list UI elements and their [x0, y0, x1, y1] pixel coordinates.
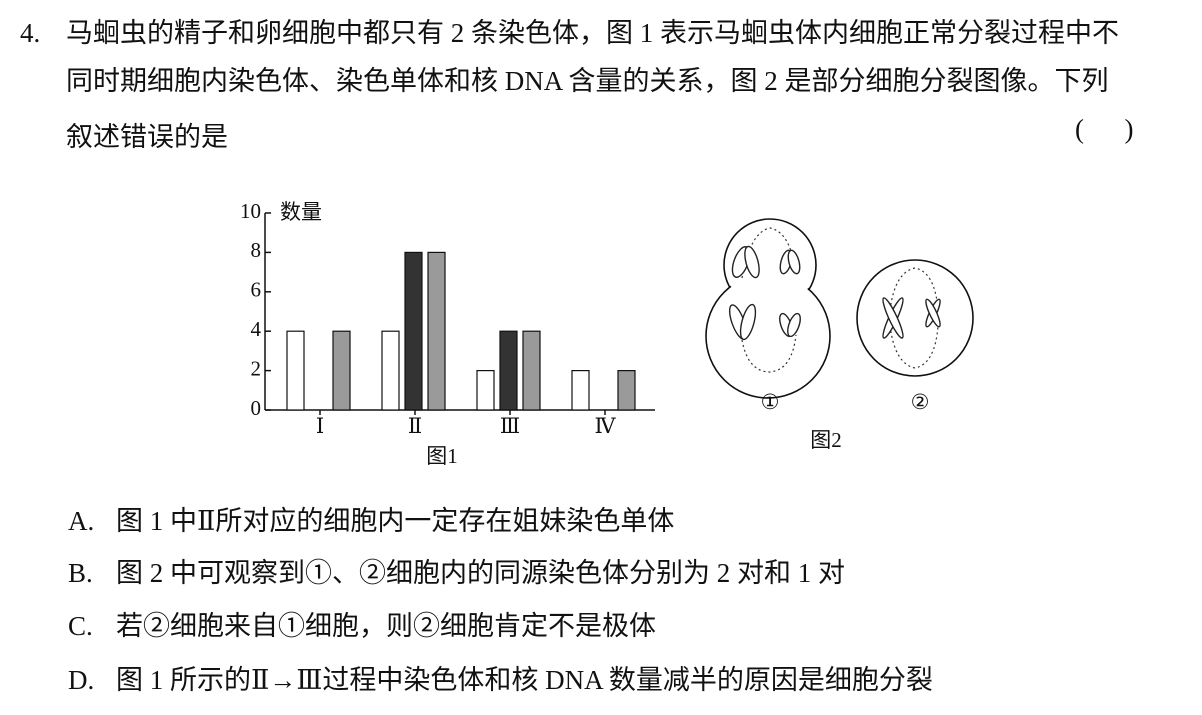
y-axis-label: 数量: [280, 200, 322, 224]
chromosome: [787, 249, 801, 275]
cell-label: ②: [911, 390, 930, 414]
stem-line: 同时期细胞内染色体、染色单体和核 DNA 含量的关系，图 2 是部分细胞分裂图像…: [66, 66, 1109, 96]
spindle: [741, 227, 796, 279]
option-letter: B.: [68, 558, 93, 588]
chromosome: [744, 245, 760, 279]
figure-caption: 图1: [426, 444, 458, 468]
chromosome: [925, 298, 941, 328]
spindle: [741, 334, 797, 373]
x-tick-label: Ⅳ: [595, 414, 617, 438]
bar: [522, 330, 541, 411]
cell-fill: [725, 220, 815, 310]
bar: [332, 330, 351, 411]
option-letter: A.: [68, 506, 94, 536]
cell-outline: [856, 259, 974, 377]
question-number: 4.: [20, 18, 40, 48]
bar: [617, 370, 636, 411]
x-tick-label: Ⅱ: [408, 414, 422, 438]
y-tick-label: 4: [251, 317, 262, 341]
chromosome: [787, 312, 801, 338]
option-text: 图 1 所示的Ⅱ→Ⅲ过程中染色体和核 DNA 数量减半的原因是细胞分裂: [116, 665, 933, 695]
figure-1: 数量 图1 0 2 4 6 8 10 Ⅰ Ⅱ Ⅲ Ⅳ: [240, 199, 655, 468]
x-tick-label: Ⅰ: [316, 414, 324, 438]
bar: [476, 370, 495, 411]
figure-2: ① ② 图2: [705, 218, 974, 452]
bar: [381, 330, 400, 411]
bar: [286, 330, 305, 411]
bar: [571, 370, 590, 411]
bar: [499, 330, 518, 411]
option-text: 图 2 中可观察到①、②细胞内的同源染色体分别为 2 对和 1 对: [116, 558, 845, 588]
y-tick-label: 8: [251, 238, 262, 262]
y-tick-label: 6: [251, 278, 262, 302]
chromosome: [882, 297, 904, 339]
y-tick-label: 0: [251, 396, 262, 420]
bar: [427, 251, 446, 411]
y-tick-label: 10: [240, 199, 261, 223]
x-tick-label: Ⅲ: [500, 414, 520, 438]
option-letter: C.: [68, 611, 93, 641]
y-tick-label: 2: [251, 356, 262, 380]
option-letter: D.: [68, 665, 94, 695]
figure-caption: 图2: [810, 428, 842, 452]
chromosome: [739, 303, 757, 341]
option-text: 图 1 中Ⅱ所对应的细胞内一定存在姐妹染色单体: [116, 506, 674, 536]
option-text: 若②细胞来自①细胞，则②细胞肯定不是极体: [116, 611, 656, 641]
cell-label: ①: [761, 390, 780, 414]
bar: [404, 251, 423, 411]
stem-line: 叙述错误的是: [66, 122, 228, 152]
stem-line: 马蛔虫的精子和卵细胞中都只有 2 条染色体，图 1 表示马蛔虫体内细胞正常分裂过…: [66, 18, 1119, 48]
answer-blank: ( ): [1075, 114, 1133, 144]
